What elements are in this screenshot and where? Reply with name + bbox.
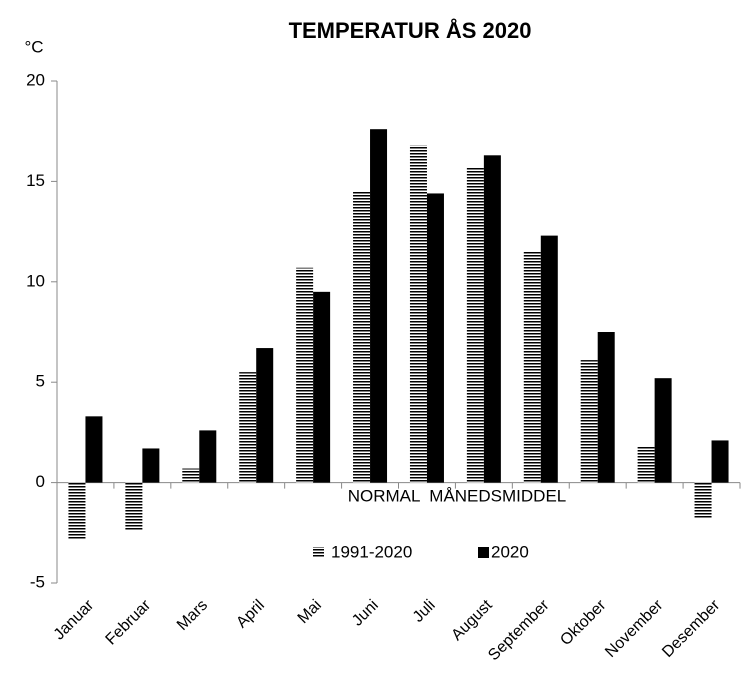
x-tick-label: Juni xyxy=(349,597,382,630)
legend-swatch xyxy=(478,547,489,558)
y-tick-label: 20 xyxy=(26,70,45,89)
y-tick-label: -5 xyxy=(30,572,45,591)
annotation: NORMAL MÅNEDSMIDDEL xyxy=(348,486,567,505)
y-tick-label: 15 xyxy=(26,171,45,190)
y-tick-label: 10 xyxy=(26,271,45,290)
bar xyxy=(85,416,103,483)
x-tick-label: Januar xyxy=(51,596,98,643)
bar xyxy=(466,167,484,483)
y-tick-label: 0 xyxy=(36,472,45,491)
x-tick-label: Mars xyxy=(174,597,211,634)
x-tick-label: April xyxy=(233,597,268,632)
chart-title: TEMPERATUR ÅS 2020 xyxy=(289,17,532,43)
x-tick-label: November xyxy=(602,596,667,661)
bar xyxy=(353,191,371,483)
bar xyxy=(597,332,615,483)
bar xyxy=(182,468,200,483)
bar xyxy=(637,446,655,483)
bar xyxy=(523,251,541,483)
bar xyxy=(68,482,86,539)
x-tick-label: Oktober xyxy=(557,596,610,649)
bar xyxy=(370,129,388,483)
x-tick-label: Februar xyxy=(103,596,155,648)
x-tick-label: Mai xyxy=(295,597,325,627)
bar xyxy=(483,155,501,483)
legend-label: 2020 xyxy=(491,542,529,561)
bar xyxy=(580,360,598,483)
x-tick-label: September xyxy=(485,596,553,664)
bar xyxy=(142,448,160,483)
bar xyxy=(711,440,729,483)
bar xyxy=(296,267,314,483)
x-tick-label: August xyxy=(448,596,496,644)
bar xyxy=(125,482,143,531)
y-unit: °C xyxy=(24,37,43,56)
bar xyxy=(199,430,217,483)
bar xyxy=(694,482,712,519)
y-tick-label: 5 xyxy=(36,372,45,391)
bar xyxy=(540,235,558,483)
x-tick-label: Juli xyxy=(410,597,439,626)
bar xyxy=(426,193,444,483)
bar xyxy=(409,145,427,483)
legend-swatch xyxy=(313,547,324,558)
legend-label: 1991-2020 xyxy=(331,542,412,561)
bar xyxy=(256,348,274,483)
bar xyxy=(654,378,672,483)
bar xyxy=(313,291,331,483)
x-tick-label: Desember xyxy=(659,596,724,661)
bar xyxy=(239,372,257,483)
